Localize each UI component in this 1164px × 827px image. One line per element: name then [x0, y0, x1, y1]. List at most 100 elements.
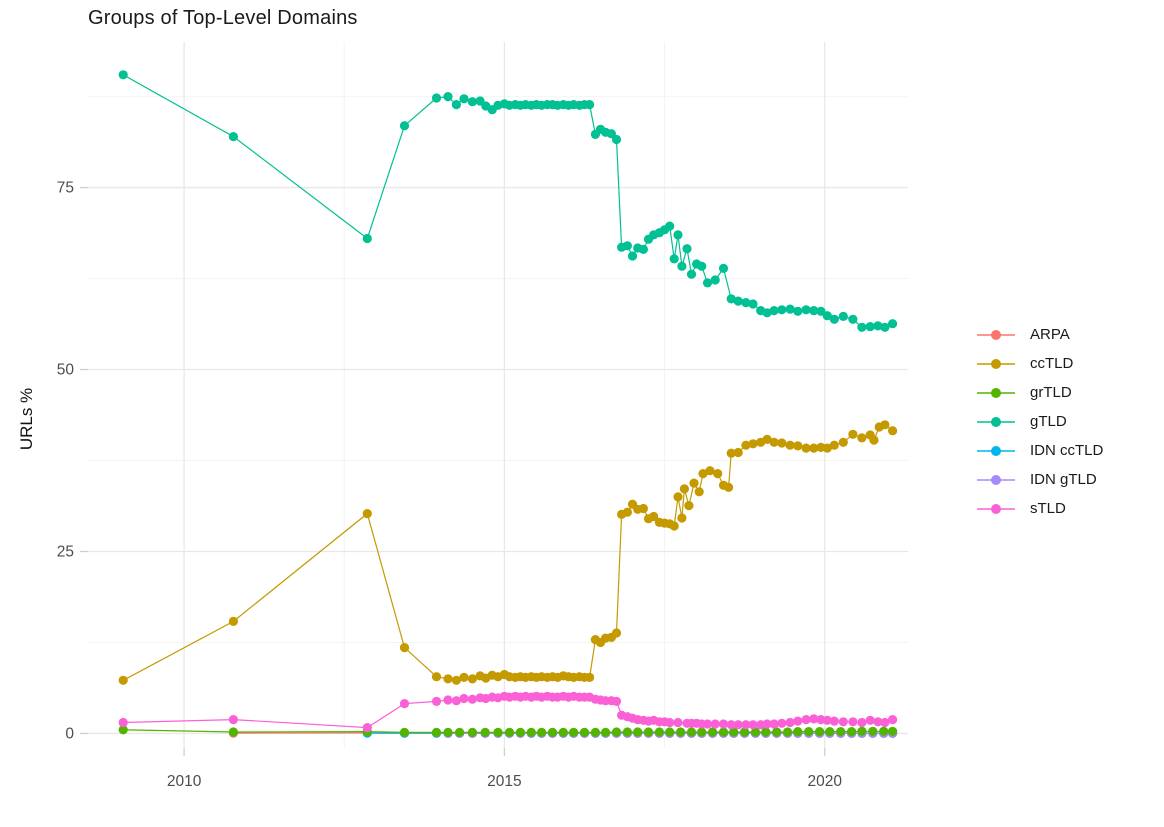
legend-key-icon	[977, 474, 1015, 485]
series-cctld-point	[777, 438, 787, 448]
series-cctld-point	[673, 492, 683, 502]
series-gtld-point	[665, 221, 675, 231]
series-cctld-point	[748, 439, 758, 449]
series-gtld-point	[801, 305, 811, 315]
series-grtld-point	[718, 727, 729, 737]
series-grtld-point	[455, 727, 465, 738]
series-cctld-point	[724, 482, 734, 492]
series-grtld-point	[633, 727, 643, 737]
series-grtld-point	[493, 727, 503, 738]
legend-key-dot	[991, 445, 1001, 456]
series-cctld-point	[669, 521, 679, 531]
series-gtld-point	[848, 314, 858, 324]
series-gtld-point	[733, 296, 743, 306]
series-grtld-point	[697, 727, 707, 737]
legend-key-dot	[991, 329, 1001, 340]
series-gtld-point	[431, 93, 442, 103]
x-axis-tick-label: 2015	[487, 773, 521, 790]
series-cctld-point	[822, 443, 832, 453]
series-gtld-point	[762, 308, 772, 318]
series-cctld-point	[399, 643, 410, 653]
legend-item-gtld: gTLD	[976, 407, 1103, 436]
series-grtld-point	[868, 726, 878, 736]
series-cctld-point	[726, 448, 736, 458]
series-grtld-point	[836, 727, 846, 737]
series-gtld-point	[627, 251, 638, 261]
series-grtld-point	[504, 727, 515, 738]
series-cctld-point	[785, 440, 795, 450]
series-gtld-point	[362, 233, 372, 244]
series-cctld-point	[431, 672, 442, 682]
series-stld-point	[865, 715, 875, 725]
series-cctld-point	[793, 441, 803, 451]
series-cctld-point	[677, 513, 687, 523]
series-cctld-point	[622, 507, 633, 517]
series-cctld-point	[611, 628, 622, 638]
series-cctld-point	[869, 435, 879, 445]
series-cctld-point	[733, 447, 743, 458]
series-cctld-point	[362, 508, 372, 519]
series-grtld-point	[879, 726, 889, 736]
series-stld-point	[829, 716, 839, 726]
series-grtld-point	[750, 727, 761, 737]
series-gtld-point	[838, 311, 848, 321]
series-cctld-point	[838, 437, 848, 447]
series-cctld-point	[649, 511, 659, 522]
series-grtld-point	[558, 727, 568, 738]
series-stld-point	[857, 717, 867, 728]
series-grtld-point	[708, 727, 718, 737]
legend-label: ARPA	[1030, 326, 1070, 343]
series-cctld-point	[638, 503, 649, 514]
series-grtld-point	[825, 727, 835, 737]
series-grtld-point	[399, 727, 410, 738]
series-cctld-point	[694, 487, 704, 497]
x-axis-tick-label: 2010	[167, 773, 202, 790]
series-gtld-point	[816, 306, 826, 316]
series-cctld-point	[467, 674, 477, 684]
legend-key-dot	[991, 416, 1001, 427]
series-grtld-point	[793, 727, 803, 737]
series-stld-point	[431, 696, 442, 707]
series-stld-point	[451, 696, 461, 706]
y-axis-tick-label: 25	[57, 543, 74, 560]
series-grtld-point	[118, 725, 128, 735]
series-stld-point	[118, 717, 128, 728]
series-cctld-point	[228, 616, 238, 627]
series-stld-point	[702, 719, 713, 729]
series-cctld-point	[451, 675, 461, 685]
series-gtld-point	[443, 92, 453, 102]
series-gtld-point	[585, 100, 595, 110]
series-gtld-point	[228, 132, 238, 142]
series-stld-point	[710, 719, 720, 729]
series-cctld-point	[857, 433, 867, 443]
series-stld-point	[762, 719, 772, 729]
series-grtld-point	[467, 727, 477, 738]
series-grtld-point	[526, 727, 536, 738]
series-stld-point	[726, 720, 736, 730]
series-gtld-point	[459, 94, 469, 104]
series-cctld-point	[809, 443, 819, 453]
series-stld-point	[228, 715, 238, 725]
series-gtld-point	[677, 261, 687, 271]
series-gtld-point	[673, 230, 683, 240]
legend-key-icon	[977, 445, 1015, 456]
series-cctld-point	[829, 440, 839, 450]
chart-title: Groups of Top-Level Domains	[88, 7, 358, 29]
legend-key-icon	[977, 416, 1015, 427]
series-gtld-point	[697, 261, 707, 271]
series-stld-point	[873, 717, 883, 727]
series-grtld-point	[804, 727, 814, 737]
series-gtld-point	[873, 321, 883, 331]
series-grtld-point	[643, 727, 654, 737]
legend-label: sTLD	[1030, 500, 1066, 517]
series-gtld-point	[880, 322, 890, 332]
series-stld-point	[459, 693, 469, 704]
series-stld-point	[880, 717, 890, 728]
series-cctld-point	[689, 478, 699, 488]
legend-item-grtld: grTLD	[976, 378, 1103, 407]
series-gtld-point	[710, 275, 720, 285]
series-stld-point	[741, 720, 751, 730]
series-grtld-point	[654, 727, 665, 737]
legend: ARPA ccTLD grTLD gTLD IDN ccTLD IDN gTLD sTLD	[976, 320, 1103, 523]
series-grtld-point	[228, 727, 238, 737]
